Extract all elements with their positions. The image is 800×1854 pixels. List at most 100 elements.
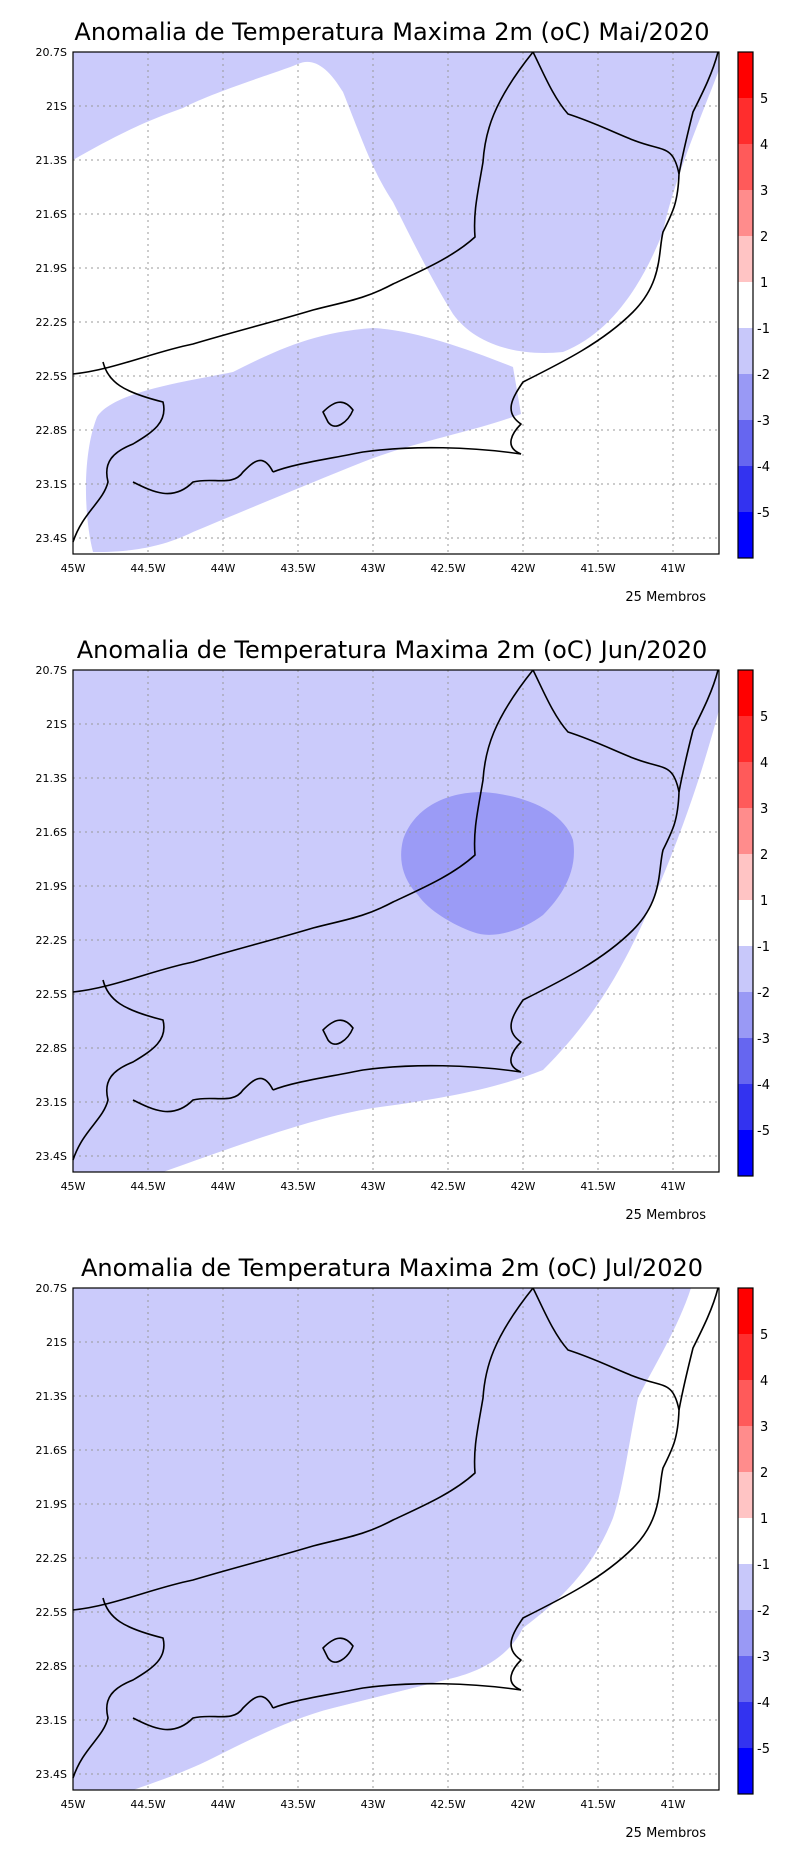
lat-label: 23.4S	[36, 1150, 67, 1163]
map-area	[72, 51, 720, 555]
lat-label: 22.2S	[36, 1552, 67, 1565]
colorbar-swatch	[738, 854, 753, 900]
colorbar-swatch	[738, 762, 753, 808]
lat-label: 21.3S	[36, 772, 67, 785]
colorbar-label: -1	[757, 940, 770, 955]
panel-title: Anomalia de Temperatura Maxima 2m (oC) J…	[81, 1254, 703, 1282]
lat-label: 22.8S	[36, 1042, 67, 1055]
colorbar-label: 1	[760, 894, 768, 909]
lat-label: 22.8S	[36, 1660, 67, 1673]
lon-label: 44.5W	[130, 1180, 165, 1193]
colorbar-swatch	[738, 190, 753, 236]
colorbar-swatch	[738, 1380, 753, 1426]
colorbar-label: 2	[760, 848, 768, 863]
colorbar-label: -5	[757, 1124, 770, 1139]
anomaly-fill	[73, 52, 719, 552]
colorbar-swatch	[738, 420, 753, 466]
lon-label: 43W	[361, 1798, 386, 1811]
coastline	[72, 1287, 719, 1779]
colorbar-swatch	[738, 1038, 753, 1084]
colorbar-swatch	[738, 992, 753, 1038]
lon-label: 45W	[61, 1798, 86, 1811]
colorbar-swatch	[738, 1084, 753, 1130]
colorbar-label: -1	[757, 1558, 770, 1573]
lon-label: 44W	[211, 1180, 236, 1193]
lat-label: 21S	[46, 1336, 67, 1349]
lon-label: 44.5W	[130, 562, 165, 575]
colorbar-swatch	[738, 1610, 753, 1656]
colorbar-frame	[737, 669, 754, 1177]
lon-label: 42.5W	[430, 1798, 465, 1811]
lat-label: 22.5S	[36, 1606, 67, 1619]
lat-label: 21S	[46, 718, 67, 731]
lon-label: 44.5W	[130, 1798, 165, 1811]
lat-label: 23.1S	[36, 1714, 67, 1727]
lon-label: 42.5W	[430, 562, 465, 575]
lon-label: 45W	[61, 1180, 86, 1193]
lat-label: 21.3S	[36, 1390, 67, 1403]
lon-label: 41W	[661, 1798, 686, 1811]
lon-axis: 45W 44.5W 44W 43.5W 43W 42.5W 42W 41.5W …	[61, 1180, 686, 1193]
lon-label: 43.5W	[280, 1798, 315, 1811]
colorbar-swatch	[738, 282, 753, 328]
lon-label: 41.5W	[580, 562, 615, 575]
map-frame	[72, 1287, 720, 1791]
colorbar-swatch	[738, 808, 753, 854]
colorbar-label: -4	[757, 460, 770, 475]
lon-label: 44W	[211, 562, 236, 575]
lon-label: 45W	[61, 562, 86, 575]
map-canvas-jul: Anomalia de Temperatura Maxima 2m (oC) J…	[36, 1254, 770, 1841]
colorbar-swatch	[738, 1748, 753, 1794]
lat-label: 21.9S	[36, 262, 67, 275]
colorbar-label: 4	[760, 756, 768, 771]
map-area	[72, 669, 720, 1173]
lat-label: 21.6S	[36, 208, 67, 221]
lat-label: 23.1S	[36, 478, 67, 491]
colorbar-label: 1	[760, 1512, 768, 1527]
colorbar-label: -4	[757, 1078, 770, 1093]
lon-label: 41W	[661, 1180, 686, 1193]
colorbar-swatch	[738, 328, 753, 374]
colorbar-label: -5	[757, 506, 770, 521]
colorbar-label: -5	[757, 1742, 770, 1757]
colorbar-swatch	[738, 52, 753, 98]
lat-label: 21.3S	[36, 154, 67, 167]
colorbar: 5 4 3 2 1 -1 -2 -3 -4 -5	[737, 1287, 770, 1795]
colorbar-swatch	[738, 98, 753, 144]
lat-label: 22.2S	[36, 316, 67, 329]
lat-label: 21.6S	[36, 1444, 67, 1457]
colorbar-swatch	[738, 1656, 753, 1702]
map-panel-jul: Anomalia de Temperatura Maxima 2m (oC) J…	[0, 1236, 800, 1854]
panel-title: Anomalia de Temperatura Maxima 2m (oC) J…	[77, 636, 708, 664]
lon-label: 43.5W	[280, 1180, 315, 1193]
map-panel-mai: Anomalia de Temperatura Maxima 2m (oC) M…	[0, 0, 800, 618]
lat-label: 21.6S	[36, 826, 67, 839]
colorbar: 5 4 3 2 1 -1 -2 -3 -4 -5	[737, 51, 770, 559]
map-panel-jun: Anomalia de Temperatura Maxima 2m (oC) J…	[0, 618, 800, 1236]
lon-label: 41.5W	[580, 1798, 615, 1811]
lat-axis: 20.7S 21S 21.3S 21.6S 21.9S 22.2S 22.5S …	[36, 664, 67, 1163]
anomaly-fill	[73, 1288, 691, 1790]
members-label: 25 Membros	[625, 1826, 706, 1841]
colorbar-label: 3	[760, 184, 768, 199]
colorbar-label: -2	[757, 368, 770, 383]
lat-label: 20.7S	[36, 664, 67, 677]
lat-label: 20.7S	[36, 46, 67, 59]
colorbar-swatch	[738, 1334, 753, 1380]
lon-label: 44W	[211, 1798, 236, 1811]
colorbar-label: -4	[757, 1696, 770, 1711]
colorbar-swatch	[738, 1518, 753, 1564]
lon-label: 42W	[511, 1798, 536, 1811]
lon-label: 43W	[361, 562, 386, 575]
colorbar-swatch	[738, 144, 753, 190]
colorbar-swatch	[738, 374, 753, 420]
lon-axis: 45W 44.5W 44W 43.5W 43W 42.5W 42W 41.5W …	[61, 562, 686, 575]
members-label: 25 Membros	[625, 590, 706, 605]
lat-label: 23.4S	[36, 1768, 67, 1781]
lat-label: 22.8S	[36, 424, 67, 437]
anomaly-fill	[73, 670, 719, 1172]
lat-label: 23.1S	[36, 1096, 67, 1109]
colorbar: 5 4 3 2 1 -1 -2 -3 -4 -5	[737, 669, 770, 1177]
map-canvas-mai: Anomalia de Temperatura Maxima 2m (oC) M…	[36, 18, 770, 605]
map-canvas-jun: Anomalia de Temperatura Maxima 2m (oC) J…	[36, 636, 770, 1223]
